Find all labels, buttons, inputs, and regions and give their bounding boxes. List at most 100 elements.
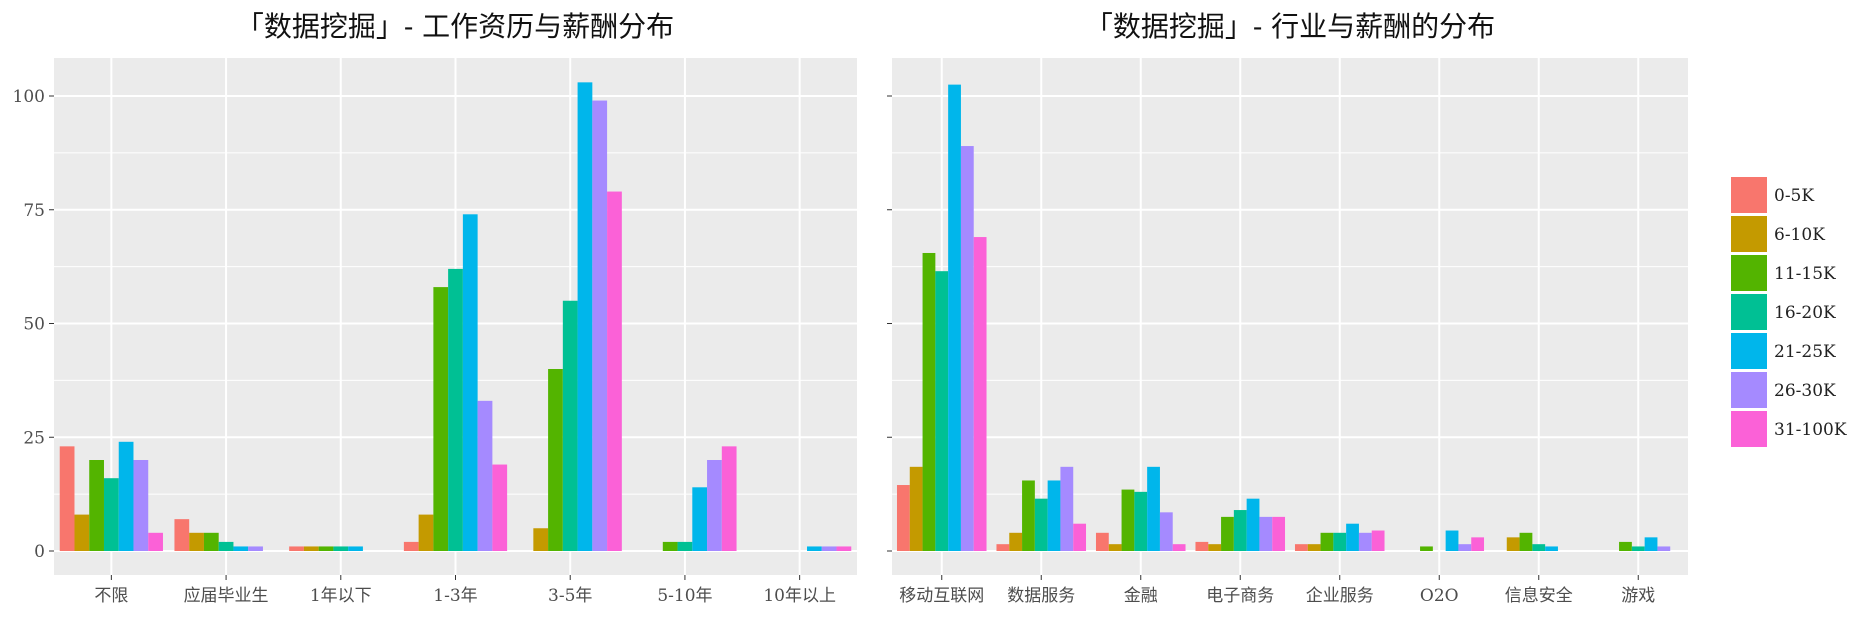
y-tick-label: 100 xyxy=(13,87,45,107)
bar xyxy=(492,464,508,551)
y-tick-label: 50 xyxy=(23,315,45,335)
bar xyxy=(1246,498,1260,551)
x-tick-label: 数据服务 xyxy=(1007,586,1075,606)
bar xyxy=(692,487,708,551)
bar xyxy=(1420,546,1433,551)
bar xyxy=(477,400,493,551)
bar xyxy=(1233,510,1247,551)
bar xyxy=(607,191,622,552)
legend-label: 31-100K xyxy=(1774,420,1847,440)
x-tick-label: 游戏 xyxy=(1621,586,1655,606)
legend-key xyxy=(1731,333,1767,369)
bar xyxy=(1272,516,1286,551)
bar xyxy=(1121,489,1135,551)
bar xyxy=(1506,537,1520,551)
x-tick-label: 金融 xyxy=(1124,586,1158,606)
bar xyxy=(89,460,104,551)
bar xyxy=(1108,544,1122,551)
bar xyxy=(1208,544,1222,551)
bar xyxy=(1159,512,1173,551)
x-tick-label: 企业服务 xyxy=(1306,586,1374,606)
bar xyxy=(1147,466,1160,551)
bar xyxy=(922,252,936,551)
bar xyxy=(577,82,593,551)
bar xyxy=(133,460,149,551)
bar xyxy=(1333,532,1347,551)
bar xyxy=(1095,532,1109,551)
bar xyxy=(333,546,349,551)
bar xyxy=(821,546,837,551)
bar xyxy=(1458,544,1472,551)
x-tick-label: 电子商务 xyxy=(1206,586,1274,606)
legend-label: 11-15K xyxy=(1774,264,1836,284)
y-tick-label: 75 xyxy=(23,201,45,221)
bar xyxy=(1047,480,1061,551)
bar xyxy=(348,546,363,551)
x-tick-label: 3-5年 xyxy=(548,586,592,606)
bar xyxy=(909,466,923,551)
bar xyxy=(103,478,119,551)
plot-background xyxy=(892,58,1688,575)
legend-key xyxy=(1731,177,1767,213)
bar xyxy=(189,532,204,551)
x-tick-label: 10年以上 xyxy=(763,586,836,606)
bar xyxy=(533,528,549,551)
bar xyxy=(218,541,234,551)
legend-label: 6-10K xyxy=(1774,225,1825,245)
bar xyxy=(1022,480,1035,551)
bar xyxy=(233,546,249,551)
bar xyxy=(1644,537,1658,551)
x-tick-label: 5-10年 xyxy=(657,586,712,606)
bar xyxy=(1631,546,1645,551)
bar xyxy=(1320,532,1334,551)
x-tick-label: 1-3年 xyxy=(433,586,477,606)
chart-title: 「数据挖掘」- 工作资历与薪酬分布 xyxy=(236,10,674,43)
bar xyxy=(248,546,263,551)
bar xyxy=(1371,530,1385,551)
legend-key xyxy=(1731,216,1767,252)
bar xyxy=(433,287,449,551)
bar xyxy=(721,446,737,551)
bar xyxy=(836,546,852,551)
bar xyxy=(1307,544,1321,551)
bar xyxy=(1034,498,1048,551)
x-tick-label: 不限 xyxy=(94,586,128,606)
bar xyxy=(118,441,134,551)
bar xyxy=(1172,544,1186,551)
bar xyxy=(74,514,90,551)
bar xyxy=(148,532,163,551)
bar xyxy=(1073,523,1087,551)
legend-key xyxy=(1731,255,1767,291)
bar xyxy=(1532,544,1546,551)
bar xyxy=(203,532,219,551)
bar xyxy=(935,271,949,551)
bar xyxy=(1358,532,1372,551)
x-tick-label: O2O xyxy=(1420,586,1459,606)
x-tick-label: 1年以下 xyxy=(310,586,372,606)
bar xyxy=(662,541,678,551)
legend-key xyxy=(1731,294,1767,330)
bar xyxy=(973,237,987,552)
bar xyxy=(807,546,822,551)
bar xyxy=(1545,546,1558,551)
bar xyxy=(318,546,334,551)
bar xyxy=(1259,516,1273,551)
bar xyxy=(996,544,1010,551)
bar xyxy=(592,100,608,552)
chart-title: 「数据挖掘」- 行业与薪酬的分布 xyxy=(1085,10,1495,43)
bar xyxy=(1009,532,1023,551)
legend-label: 0-5K xyxy=(1774,186,1814,206)
bar xyxy=(896,485,910,551)
bar xyxy=(562,300,578,551)
bar xyxy=(1471,537,1485,551)
bar xyxy=(1346,523,1359,551)
bar xyxy=(1657,546,1671,551)
legend-label: 26-30K xyxy=(1774,381,1836,401)
bar xyxy=(707,460,722,551)
salary-legend: 0-5K 6-10K 11-15K 16-20K 21-25K 26-30K 31-100K xyxy=(1731,177,1847,447)
bar xyxy=(59,446,75,551)
bar xyxy=(948,84,961,551)
bar xyxy=(448,268,463,551)
